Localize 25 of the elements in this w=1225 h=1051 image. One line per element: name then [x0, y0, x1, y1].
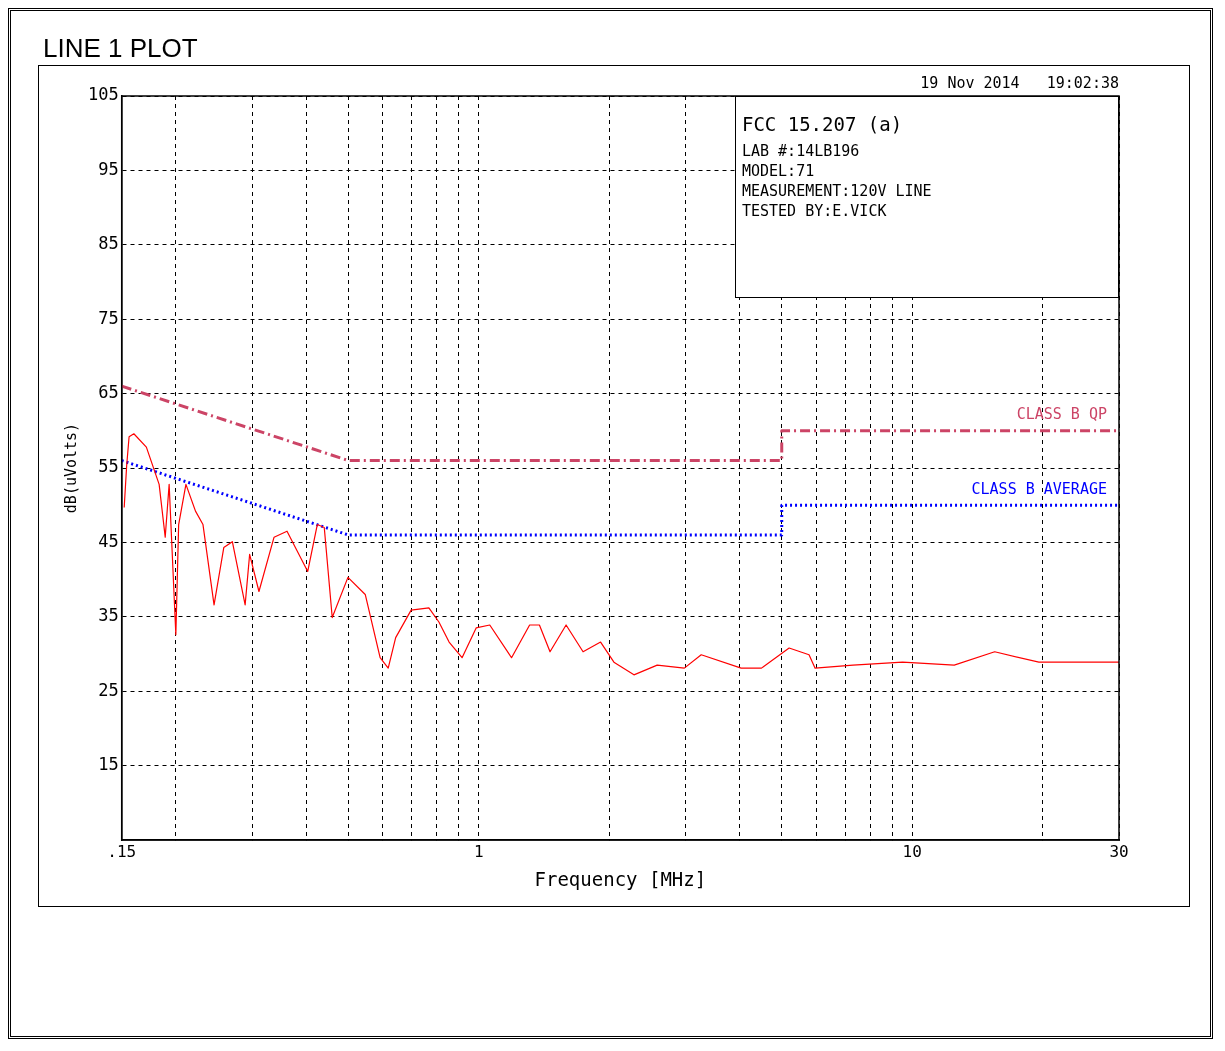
- text: 19 Nov 2014 19:02:38: [920, 74, 1119, 93]
- annotation: MODEL:71: [741, 161, 816, 181]
- series-label: CLASS B AVERAGE: [971, 479, 1107, 498]
- y-tick-label: 65: [98, 382, 119, 403]
- annotation: LAB #:14LB196: [741, 141, 861, 161]
- y-tick-label: 45: [98, 530, 119, 551]
- annotation: MEASUREMENT:120V LINE: [741, 181, 933, 201]
- x-tick-label: 10: [902, 841, 922, 861]
- y-tick-label: 15: [98, 754, 119, 775]
- y-tick-label: 75: [98, 307, 119, 328]
- y-axis-title: dB(uVolts): [61, 422, 80, 514]
- y-tick-label: 85: [98, 233, 119, 254]
- y-tick-label: 105: [87, 84, 119, 105]
- x-tick-label: 1: [473, 841, 484, 861]
- chart-title: LINE 1 PLOT: [43, 33, 198, 64]
- x-tick-label: .15: [107, 841, 137, 861]
- y-tick-label: 25: [98, 679, 119, 700]
- annotation: FCC 15.207 (a): [741, 112, 904, 137]
- y-tick-label: 35: [98, 605, 119, 626]
- series-label: CLASS B QP: [1016, 405, 1107, 424]
- x-axis-title: Frequency [MHz]: [534, 867, 707, 890]
- annotation: TESTED BY:E.VICK: [741, 201, 888, 221]
- x-tick-label: 30: [1109, 841, 1129, 861]
- y-tick-label: 95: [98, 158, 119, 179]
- y-tick-label: 55: [98, 456, 119, 477]
